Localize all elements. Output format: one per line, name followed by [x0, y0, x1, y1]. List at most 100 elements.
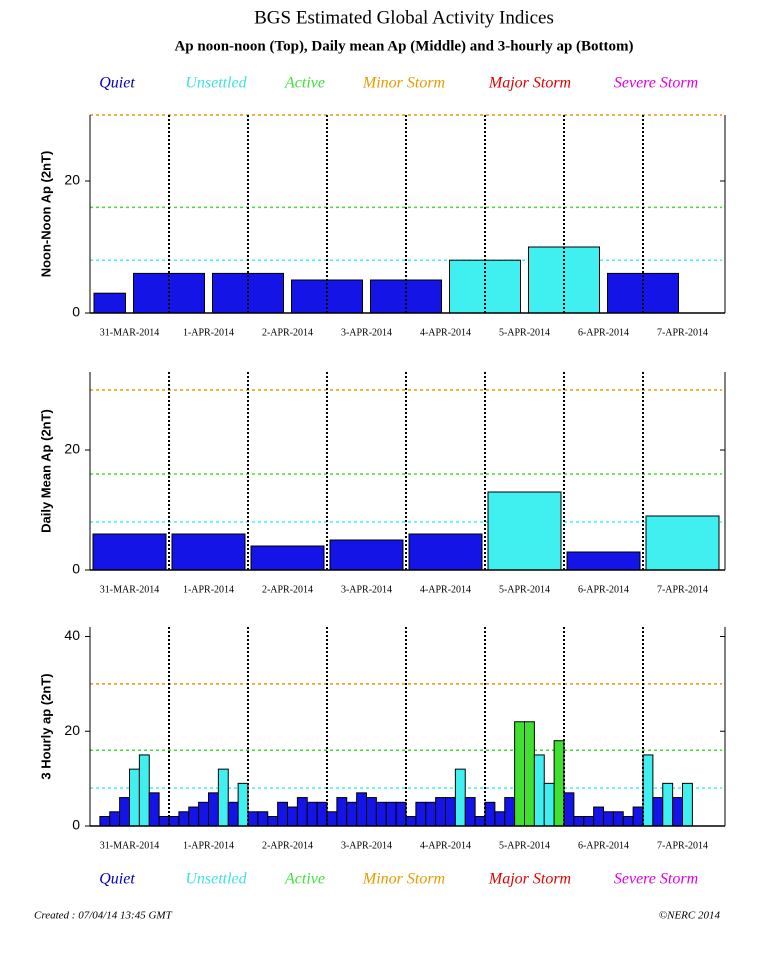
bar [250, 545, 325, 571]
bar [395, 801, 407, 827]
bar [566, 551, 641, 571]
bar [484, 801, 496, 827]
bar [504, 797, 516, 827]
x-tick-label: 7-APR-2014 [657, 584, 708, 595]
bar [405, 816, 417, 827]
y-tick-label: 20 [64, 722, 80, 738]
bar [553, 740, 565, 827]
y-axis-label: Daily Mean Ap (2nT) [38, 409, 53, 533]
bar [682, 782, 693, 827]
x-tick-label: 31-MAR-2014 [100, 584, 159, 595]
bar [129, 768, 140, 827]
bar [425, 801, 437, 827]
x-tick-label: 1-APR-2014 [183, 327, 234, 338]
x-tick-label: 3-APR-2014 [341, 584, 392, 595]
bar [316, 801, 328, 827]
bar [622, 816, 634, 827]
bar [277, 801, 288, 827]
y-tick-label: 0 [72, 817, 80, 833]
bar [435, 797, 446, 827]
bar [645, 515, 720, 571]
y-tick-label: 0 [72, 561, 80, 577]
x-tick-label: 6-APR-2014 [578, 840, 629, 851]
bar [375, 801, 387, 827]
bar [227, 801, 239, 827]
bar [171, 533, 246, 571]
y-axis-label: 3 Hourly ap (2nT) [38, 673, 53, 779]
x-tick-label: 1-APR-2014 [183, 584, 234, 595]
bar [188, 806, 200, 827]
x-tick-label: 3-APR-2014 [341, 327, 392, 338]
x-tick-label: 5-APR-2014 [499, 840, 550, 851]
x-tick-label: 2-APR-2014 [262, 840, 313, 851]
x-tick-label: 4-APR-2014 [420, 327, 471, 338]
bar [336, 797, 348, 827]
legend-item: Unsettled [185, 871, 247, 888]
legend-item: Active [284, 75, 325, 92]
x-tick-label: 2-APR-2014 [262, 327, 313, 338]
y-axis-label: Noon-Noon Ap (2nT) [38, 151, 53, 278]
bar [454, 768, 466, 827]
legend-item: Quiet [99, 75, 135, 92]
bar [267, 816, 279, 827]
x-tick-label: 4-APR-2014 [420, 584, 471, 595]
bar [257, 811, 269, 827]
bar [93, 292, 126, 314]
legend-item: Severe Storm [614, 75, 698, 92]
bar [326, 811, 338, 827]
x-tick-label: 6-APR-2014 [578, 327, 629, 338]
chart-title: BGS Estimated Global Activity Indices [254, 7, 554, 28]
bar [217, 768, 229, 827]
bar [494, 811, 506, 827]
x-tick-label: 4-APR-2014 [420, 840, 471, 851]
bar [247, 811, 259, 827]
bar [543, 782, 555, 827]
x-tick-label: 6-APR-2014 [578, 584, 629, 595]
bar [356, 792, 367, 827]
bar [662, 782, 674, 827]
copyright: ©NERC 2014 [659, 910, 721, 922]
bar [346, 801, 358, 827]
bar [583, 816, 595, 827]
legend-item: Active [284, 871, 325, 888]
bar [632, 806, 644, 827]
x-tick-label: 5-APR-2014 [499, 327, 550, 338]
bar [445, 797, 456, 827]
legend-item: Minor Storm [362, 871, 445, 888]
x-tick-label: 5-APR-2014 [499, 584, 550, 595]
bar [385, 801, 397, 827]
chart-subtitle: Ap noon-noon (Top), Daily mean Ap (Middl… [174, 38, 633, 54]
bar [329, 539, 404, 571]
bar [366, 797, 377, 827]
x-tick-label: 31-MAR-2014 [100, 327, 159, 338]
bar [198, 801, 209, 827]
x-tick-label: 1-APR-2014 [183, 840, 234, 851]
bar [168, 816, 180, 827]
bar [593, 806, 604, 827]
bar [138, 754, 150, 827]
x-tick-label: 7-APR-2014 [657, 840, 708, 851]
bar [415, 801, 427, 827]
bar [563, 792, 575, 827]
x-tick-label: 7-APR-2014 [657, 327, 708, 338]
legend-item: Quiet [99, 871, 135, 888]
bar [287, 806, 298, 827]
legend-item: Unsettled [185, 75, 247, 92]
legend-item: Severe Storm [614, 871, 698, 888]
bar [672, 797, 683, 827]
y-tick-label: 40 [64, 627, 80, 643]
bar [487, 491, 562, 571]
legend-item: Major Storm [488, 871, 571, 888]
bar [474, 816, 486, 827]
x-tick-label: 2-APR-2014 [262, 584, 313, 595]
x-tick-label: 31-MAR-2014 [100, 840, 159, 851]
bar [524, 721, 535, 827]
x-tick-label: 3-APR-2014 [341, 840, 392, 851]
bar [148, 792, 160, 827]
bar [296, 797, 308, 827]
bar [237, 782, 249, 827]
bar [533, 754, 545, 827]
bar [573, 816, 585, 827]
y-tick-label: 0 [72, 304, 80, 320]
